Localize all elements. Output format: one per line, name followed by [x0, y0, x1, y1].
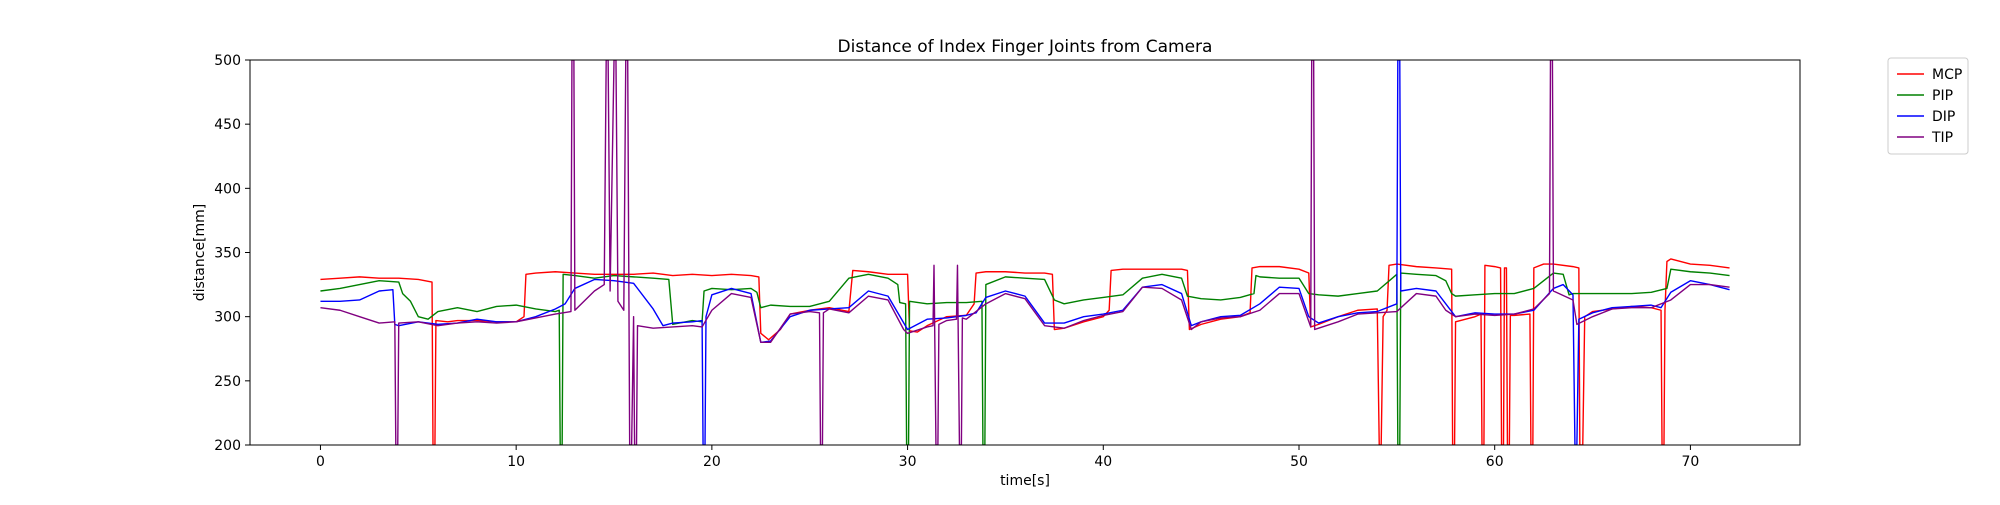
series-layer	[320, 60, 1730, 445]
plot-frame	[249, 59, 1801, 446]
y-tick-label: 500	[214, 53, 241, 69]
x-tick-label: 50	[1290, 454, 1308, 470]
y-tick-label: 350	[214, 246, 241, 262]
x-tick-label: 10	[507, 454, 525, 470]
legend-label-tip: TIP	[1931, 130, 1953, 146]
series-line-mcp	[320, 258, 1730, 445]
legend-label-mcp: MCP	[1932, 67, 1962, 83]
y-tick-label: 400	[214, 181, 241, 197]
y-tick-label: 300	[214, 310, 241, 326]
y-axis-label: distance[mm]	[192, 204, 208, 302]
x-axis-label: time[s]	[1000, 473, 1050, 489]
series-line-tip	[320, 60, 1730, 445]
x-tick-label: 40	[1094, 454, 1112, 470]
axes-layer: 0 10 20 30 40 50 60 70 200 250 300 350 400 450 500	[214, 53, 1801, 470]
legend-label-dip: DIP	[1932, 109, 1955, 125]
legend: MCP PIP DIP TIP	[1887, 57, 1969, 155]
x-tick-label: 60	[1486, 454, 1504, 470]
legend-label-pip: PIP	[1932, 88, 1953, 104]
x-tick-label: 70	[1681, 454, 1699, 470]
x-tick-label: 20	[703, 454, 721, 470]
y-tick-label: 250	[214, 374, 241, 390]
legend-box	[1887, 57, 1969, 155]
x-tick-label: 0	[316, 454, 325, 470]
y-tick-label: 450	[214, 117, 241, 133]
series-line-dip	[320, 60, 1730, 445]
series-line-pip	[320, 268, 1730, 445]
y-tick-label: 200	[214, 438, 241, 454]
chart-title: Distance of Index Finger Joints from Cam…	[838, 37, 1213, 57]
x-tick-label: 30	[899, 454, 917, 470]
